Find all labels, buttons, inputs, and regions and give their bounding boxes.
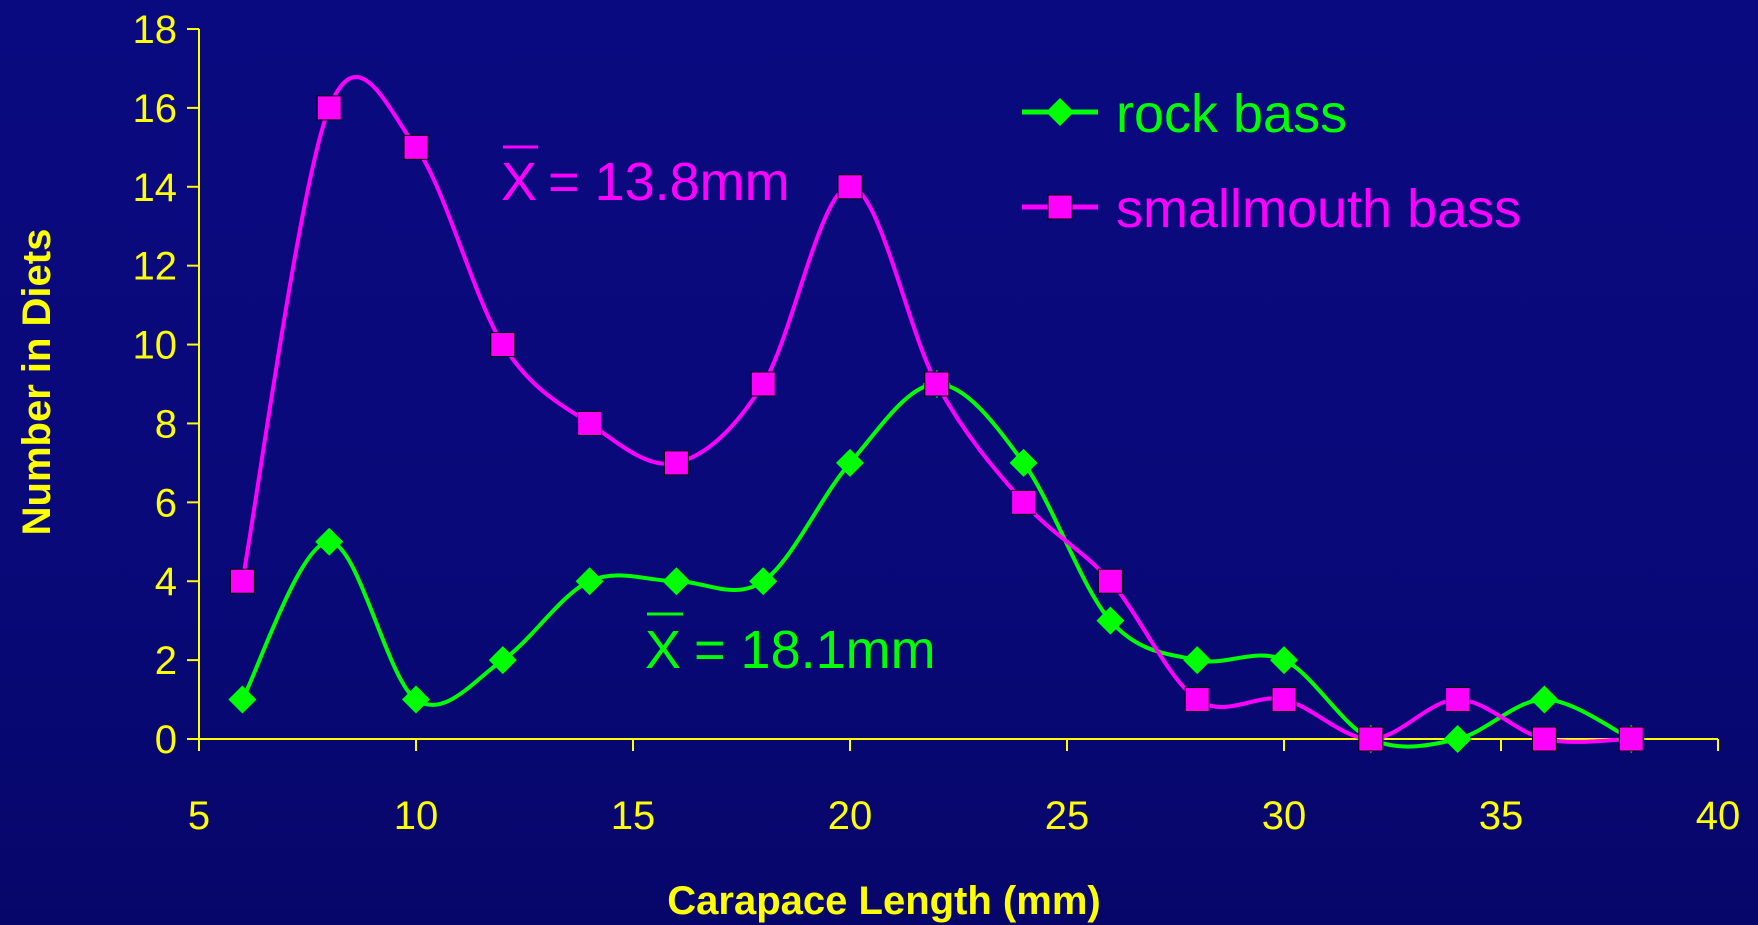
y-tick-label: 12: [133, 245, 178, 289]
y-tick-label: 10: [133, 324, 178, 368]
data-point-smallmouth-bass: [490, 332, 516, 358]
mean-annotation-rock-bass: X = 18.1mm: [645, 612, 936, 680]
data-point-rock-bass: [402, 685, 430, 714]
x-tick-label: 35: [1479, 794, 1524, 838]
legend-label-rock-bass: rock bass: [1116, 84, 1347, 144]
x-tick-label: 30: [1262, 794, 1307, 838]
mean-annotation-smallmouth: X = 13.8mm: [501, 145, 790, 212]
series-line-rock-bass: [240, 381, 1633, 749]
data-point-rock-bass: [1009, 448, 1038, 477]
y-tick-label: 4: [155, 560, 177, 604]
data-point-smallmouth-bass: [1271, 687, 1297, 713]
data-point-rock-bass: [1530, 685, 1559, 714]
series-markers: [228, 95, 1646, 753]
legend-item-rock-bass: rock bass: [1022, 84, 1347, 144]
mean-value-smallmouth: = 13.8mm: [548, 152, 790, 212]
data-point-smallmouth-bass: [1358, 726, 1384, 752]
data-point-rock-bass: [1443, 725, 1472, 753]
data-point-rock-bass: [1096, 606, 1125, 635]
data-point-smallmouth-bass: [577, 410, 603, 436]
xbar-symbol-rock-bass: X: [645, 620, 681, 680]
mean-value-rock-bass: = 18.1mm: [694, 620, 936, 680]
data-point-rock-bass: [749, 567, 778, 596]
y-tick-label: 16: [133, 87, 178, 131]
data-point-smallmouth-bass: [1184, 687, 1210, 713]
x-tick-label: 25: [1045, 794, 1090, 838]
xbar-symbol-smallmouth: X: [501, 152, 537, 212]
data-point-rock-bass: [1183, 646, 1212, 675]
data-point-smallmouth-bass: [750, 371, 776, 397]
x-axis-title: Carapace Length (mm): [667, 879, 1100, 923]
data-point-rock-bass: [488, 646, 517, 675]
data-point-rock-bass: [575, 567, 604, 596]
y-axis-title: Number in Diets: [15, 229, 59, 536]
series-lines: [240, 75, 1633, 749]
data-point-rock-bass: [1270, 646, 1298, 675]
y-tick-label: 14: [133, 166, 178, 210]
x-tick-label: 5: [188, 794, 210, 838]
x-tick-label: 10: [394, 794, 439, 838]
data-point-smallmouth-bass: [229, 568, 255, 594]
data-point-smallmouth-bass: [1097, 568, 1123, 594]
legend-item-smallmouth-bass: smallmouth bass: [1022, 179, 1521, 239]
data-point-smallmouth-bass: [1011, 489, 1037, 515]
data-point-smallmouth-bass: [1618, 726, 1644, 752]
x-tick-label: 20: [828, 794, 873, 838]
data-point-rock-bass: [315, 527, 344, 556]
legend-marker-rock-bass: [1046, 98, 1074, 126]
data-point-smallmouth-bass: [316, 95, 342, 121]
tick-labels: 0 2 4 6 8 10 12 14 16 18 5 10 15 20 25 30 35 40: [133, 8, 1741, 838]
data-point-smallmouth-bass: [1531, 726, 1557, 752]
y-tick-label: 0: [155, 718, 177, 762]
x-tick-label: 40: [1696, 794, 1741, 838]
data-point-smallmouth-bass: [1445, 687, 1471, 713]
data-point-smallmouth-bass: [837, 174, 863, 200]
y-tick-label: 8: [155, 402, 177, 446]
x-tick-label: 15: [611, 794, 656, 838]
data-point-smallmouth-bass: [403, 134, 429, 160]
data-point-rock-bass: [662, 567, 691, 596]
legend: rock bass smallmouth bass: [1022, 84, 1521, 239]
data-point-rock-bass: [228, 685, 257, 714]
data-point-rock-bass: [836, 448, 864, 477]
legend-label-smallmouth-bass: smallmouth bass: [1116, 179, 1521, 239]
y-tick-label: 18: [133, 8, 178, 52]
legend-marker-smallmouth-bass: [1047, 194, 1073, 220]
data-point-smallmouth-bass: [663, 450, 689, 476]
series-line-smallmouth-bass: [240, 75, 1632, 744]
y-tick-label: 6: [155, 481, 177, 525]
data-point-smallmouth-bass: [924, 371, 950, 397]
y-tick-label: 2: [155, 639, 177, 683]
